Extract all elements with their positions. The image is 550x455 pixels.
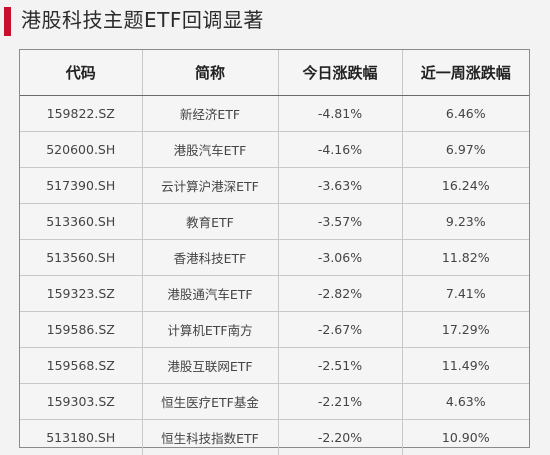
table-row: 513560.SH 香港科技ETF -3.06% 11.82% [20,240,529,276]
table-row: 159586.SZ 计算机ETF南方 -2.67% 17.29% [20,312,529,348]
table-row: 159323.SZ 港股通汽车ETF -2.82% 7.41% [20,276,529,312]
cell-today-change: -2.67% [278,312,402,348]
cell-code: 517390.SH [20,168,142,204]
column-header-week-change: 近一周涨跌幅 [402,50,529,96]
cell-code: 159568.SZ [20,348,142,384]
cell-name: 教育ETF [142,204,278,240]
cell-today-change: -4.81% [278,96,402,132]
table-row: 513180.SH 恒生科技指数ETF -2.20% 10.90% [20,420,529,455]
cell-code: 513180.SH [20,420,142,455]
title-bar: 港股科技主题ETF回调显著 [0,0,550,40]
cell-week-change: 16.24% [402,168,529,204]
cell-name: 云计算沪港深ETF [142,168,278,204]
cell-week-change: 11.82% [402,240,529,276]
cell-today-change: -3.57% [278,204,402,240]
table-row: 513360.SH 教育ETF -3.57% 9.23% [20,204,529,240]
cell-name: 恒生医疗ETF基金 [142,384,278,420]
cell-week-change: 11.49% [402,348,529,384]
cell-code: 159822.SZ [20,96,142,132]
cell-name: 恒生科技指数ETF [142,420,278,455]
page-title: 港股科技主题ETF回调显著 [21,5,264,35]
cell-week-change: 6.46% [402,96,529,132]
cell-today-change: -2.21% [278,384,402,420]
cell-name: 港股互联网ETF [142,348,278,384]
table-row: 517390.SH 云计算沪港深ETF -3.63% 16.24% [20,168,529,204]
cell-code: 513360.SH [20,204,142,240]
cell-name: 计算机ETF南方 [142,312,278,348]
cell-today-change: -3.63% [278,168,402,204]
table-row: 159822.SZ 新经济ETF -4.81% 6.46% [20,96,529,132]
cell-today-change: -3.06% [278,240,402,276]
header-row: 代码 简称 今日涨跌幅 近一周涨跌幅 [20,50,529,96]
cell-week-change: 17.29% [402,312,529,348]
title-accent-bar [4,7,11,36]
cell-code: 159586.SZ [20,312,142,348]
cell-today-change: -2.51% [278,348,402,384]
etf-table: 代码 简称 今日涨跌幅 近一周涨跌幅 159822.SZ 新经济ETF -4.8… [20,50,529,455]
cell-today-change: -4.16% [278,132,402,168]
cell-today-change: -2.20% [278,420,402,455]
cell-name: 港股通汽车ETF [142,276,278,312]
column-header-code: 代码 [20,50,142,96]
column-header-name: 简称 [142,50,278,96]
cell-name: 港股汽车ETF [142,132,278,168]
table-row: 159303.SZ 恒生医疗ETF基金 -2.21% 4.63% [20,384,529,420]
table-header: 代码 简称 今日涨跌幅 近一周涨跌幅 [20,50,529,96]
cell-code: 513560.SH [20,240,142,276]
cell-code: 159303.SZ [20,384,142,420]
cell-code: 520600.SH [20,132,142,168]
cell-name: 香港科技ETF [142,240,278,276]
cell-week-change: 7.41% [402,276,529,312]
column-header-today-change: 今日涨跌幅 [278,50,402,96]
table-row: 520600.SH 港股汽车ETF -4.16% 6.97% [20,132,529,168]
etf-table-container: 代码 简称 今日涨跌幅 近一周涨跌幅 159822.SZ 新经济ETF -4.8… [19,49,530,448]
cell-name: 新经济ETF [142,96,278,132]
cell-week-change: 4.63% [402,384,529,420]
cell-today-change: -2.82% [278,276,402,312]
cell-week-change: 10.90% [402,420,529,455]
table-row: 159568.SZ 港股互联网ETF -2.51% 11.49% [20,348,529,384]
table-body: 159822.SZ 新经济ETF -4.81% 6.46% 520600.SH … [20,96,529,455]
cell-code: 159323.SZ [20,276,142,312]
cell-week-change: 9.23% [402,204,529,240]
cell-week-change: 6.97% [402,132,529,168]
